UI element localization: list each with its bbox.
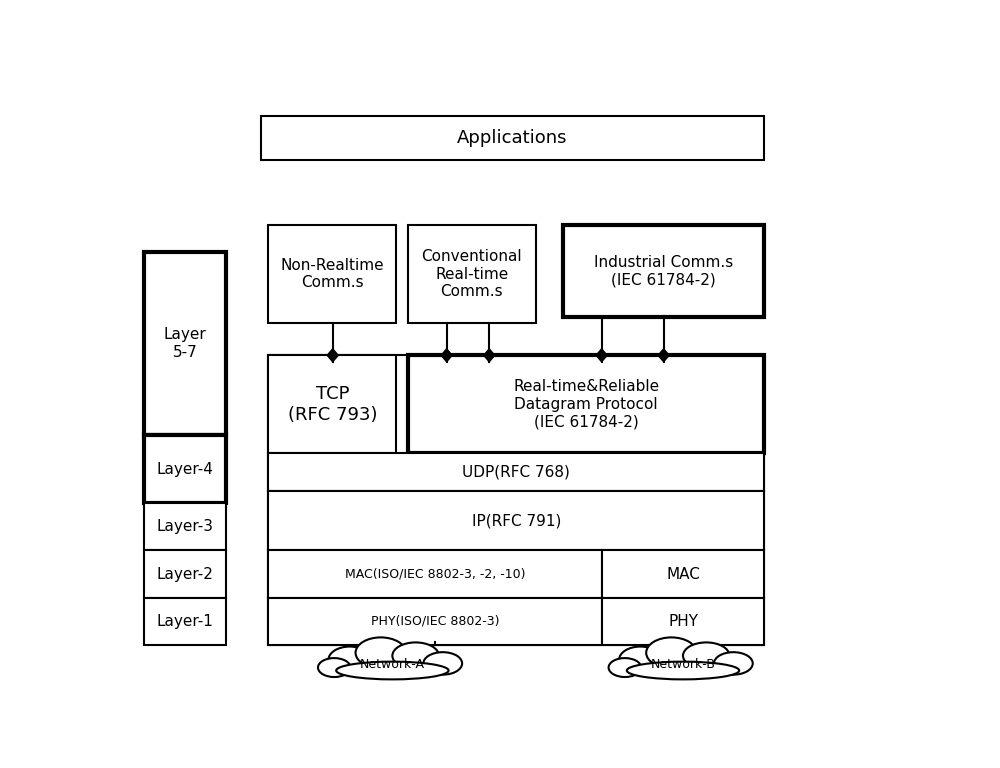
Text: Layer-2: Layer-2 — [157, 567, 214, 581]
Text: Layer-4: Layer-4 — [157, 462, 214, 477]
Text: PHY: PHY — [668, 614, 698, 629]
Ellipse shape — [683, 642, 730, 669]
Ellipse shape — [423, 652, 462, 674]
Ellipse shape — [619, 647, 662, 674]
Bar — [144, 503, 226, 551]
Ellipse shape — [356, 637, 406, 668]
Text: Non-Realtime
Comm.s: Non-Realtime Comm.s — [280, 258, 384, 290]
Text: TCP
(RFC 793): TCP (RFC 793) — [288, 385, 377, 423]
Bar — [268, 551, 602, 598]
Text: Conventional
Real-time
Comm.s: Conventional Real-time Comm.s — [422, 249, 522, 299]
Bar — [144, 551, 226, 598]
Ellipse shape — [328, 647, 371, 674]
Bar — [268, 492, 764, 551]
Bar — [144, 435, 226, 503]
Polygon shape — [484, 349, 495, 362]
Text: MAC(ISO/IEC 8802-3, -2, -10): MAC(ISO/IEC 8802-3, -2, -10) — [345, 568, 525, 581]
Bar — [602, 551, 764, 598]
Bar — [408, 225, 536, 323]
Ellipse shape — [336, 662, 449, 680]
Bar — [144, 252, 226, 435]
Text: Applications: Applications — [457, 129, 568, 147]
Ellipse shape — [318, 658, 351, 677]
Text: Industrial Comm.s
(IEC 61784-2): Industrial Comm.s (IEC 61784-2) — [594, 255, 733, 287]
Bar — [602, 598, 764, 645]
Bar — [268, 453, 764, 492]
Ellipse shape — [627, 662, 739, 680]
Text: Network-B: Network-B — [651, 658, 715, 671]
Bar — [563, 225, 764, 317]
Polygon shape — [596, 349, 607, 362]
Bar — [268, 356, 764, 645]
Text: Real-time&Reliable
Datagram Protocol
(IEC 61784-2): Real-time&Reliable Datagram Protocol (IE… — [513, 379, 659, 429]
Bar — [261, 116, 764, 161]
Text: PHY(ISO/IEC 8802-3): PHY(ISO/IEC 8802-3) — [371, 615, 499, 628]
Text: UDP(RFC 768): UDP(RFC 768) — [462, 465, 570, 479]
Text: Layer-3: Layer-3 — [157, 519, 214, 535]
Bar — [268, 225, 396, 323]
Polygon shape — [327, 349, 338, 362]
Ellipse shape — [646, 637, 697, 668]
Bar — [144, 598, 226, 645]
Text: Layer-1: Layer-1 — [157, 614, 214, 629]
Bar — [268, 598, 602, 645]
Bar — [408, 356, 764, 453]
Polygon shape — [658, 349, 669, 362]
Polygon shape — [441, 349, 452, 362]
Ellipse shape — [609, 658, 641, 677]
Ellipse shape — [714, 652, 753, 674]
Text: IP(RFC 791): IP(RFC 791) — [472, 513, 561, 528]
Text: MAC: MAC — [666, 567, 700, 581]
Text: Network-A: Network-A — [360, 658, 425, 671]
Ellipse shape — [392, 642, 439, 669]
Bar — [268, 356, 396, 453]
Text: Layer
5-7: Layer 5-7 — [164, 327, 206, 359]
